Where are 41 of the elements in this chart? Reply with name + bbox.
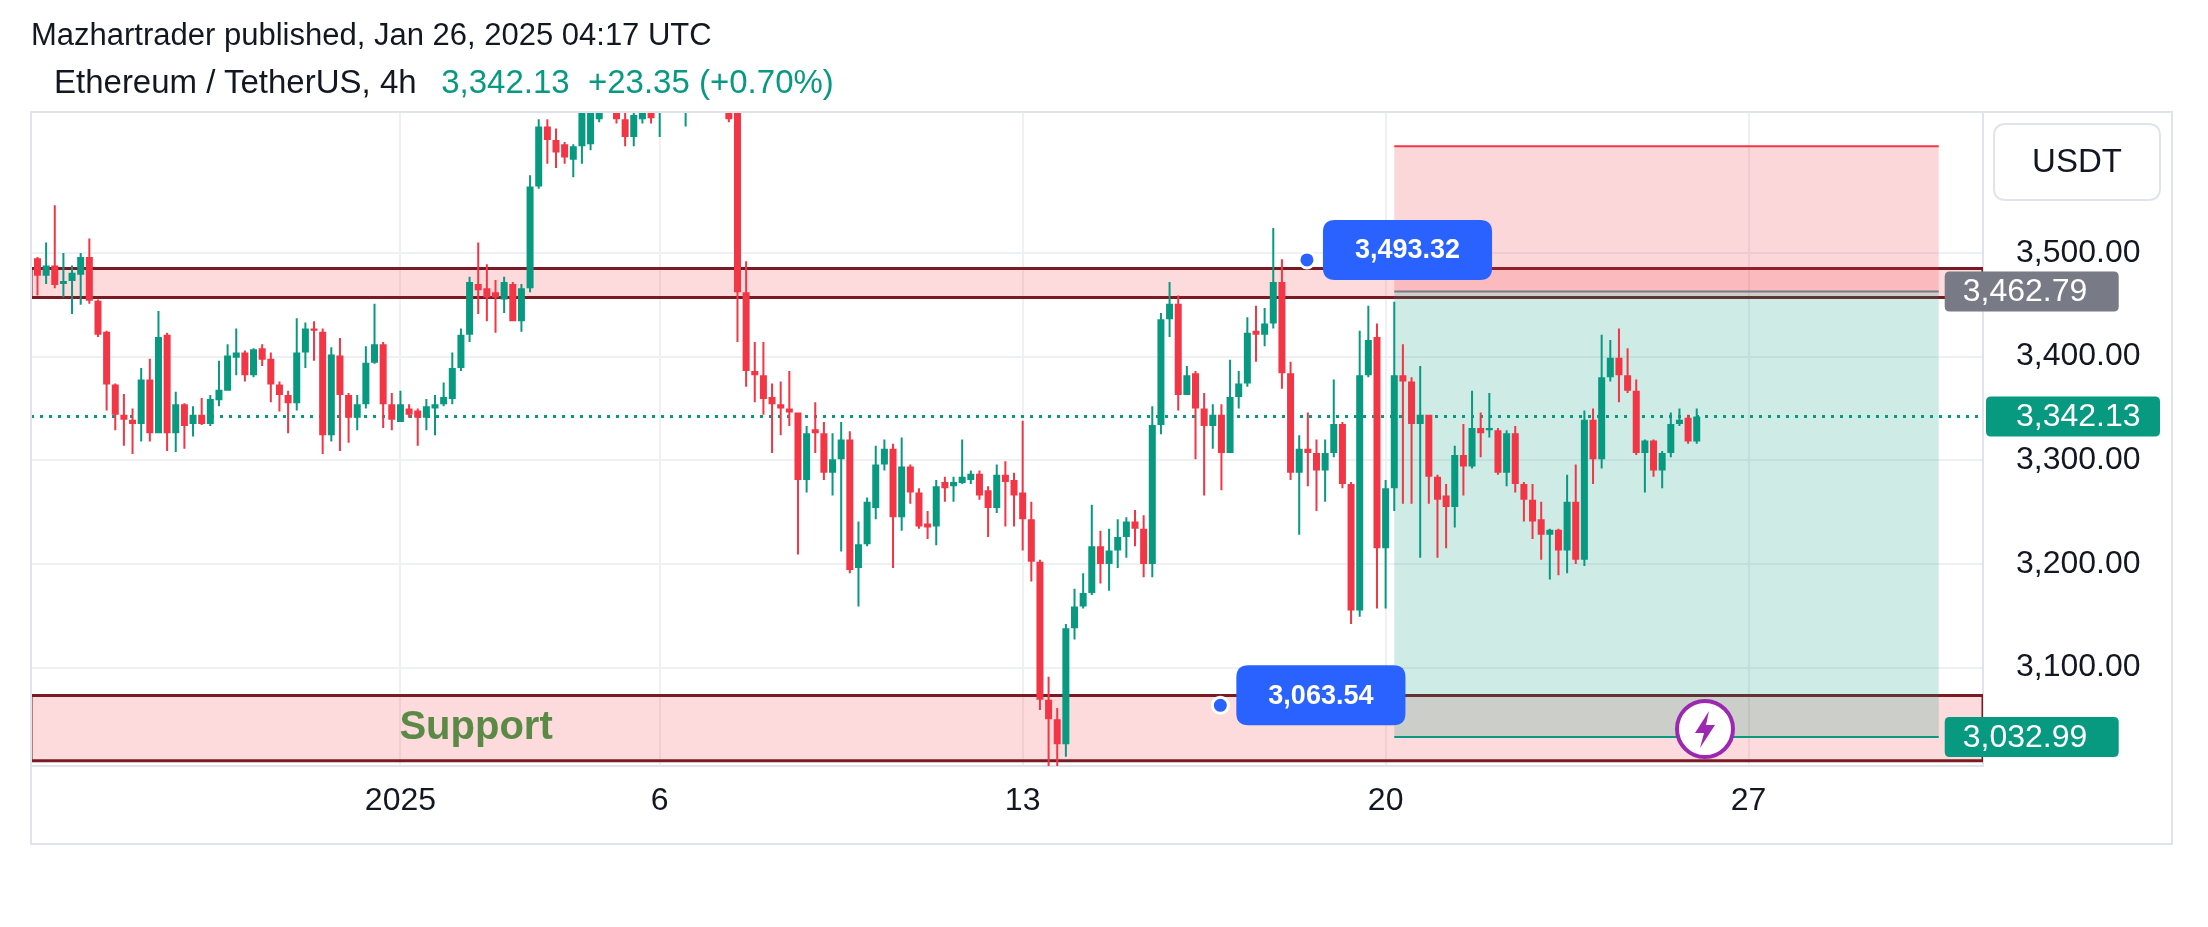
text: Mazhartrader published, Jan 26, 2025 04:17 UTC xyxy=(31,16,712,52)
candlestick xyxy=(811,402,819,453)
candlestick xyxy=(1546,528,1554,580)
candlestick xyxy=(1304,412,1312,487)
candlestick xyxy=(785,371,793,427)
x-tick-label: 20 xyxy=(1367,781,1404,818)
band-label: Support xyxy=(399,703,553,748)
x-tick-label: 2025 xyxy=(364,781,437,818)
y-axis-title: USDT xyxy=(2032,142,2122,180)
candlestick xyxy=(1442,484,1450,549)
candlestick xyxy=(1131,510,1139,547)
candlestick xyxy=(59,252,67,298)
candlestick xyxy=(1399,344,1407,504)
candlestick xyxy=(1252,305,1260,362)
data-label: 3,032.99 xyxy=(1962,717,2088,754)
candlestick xyxy=(768,383,776,453)
candlestick xyxy=(924,511,932,540)
candlestick xyxy=(129,408,137,455)
x-tick-label: 6 xyxy=(650,781,669,818)
x-tick-label: 13 xyxy=(1004,781,1041,818)
candlestick xyxy=(777,381,785,436)
chart-subtitle: 3,342.13 +23.35 (+0.70%) xyxy=(441,63,834,101)
candlestick xyxy=(1416,365,1424,558)
data-label: 3,462.79 xyxy=(1962,272,2088,309)
y-tick-label: 3,100.00 xyxy=(2016,647,2141,684)
candlestick xyxy=(1477,412,1485,458)
annotation: 3,493.32 xyxy=(1354,234,1461,265)
candlestick xyxy=(751,342,759,403)
chart-title: Ethereum / TetherUS, 4h xyxy=(54,63,417,101)
y-tick-label: 3,400.00 xyxy=(2016,336,2141,373)
candlestick xyxy=(120,393,128,446)
candlestick xyxy=(310,321,318,361)
ref-line-label: 3,342.13 xyxy=(2016,397,2141,434)
candlestick xyxy=(1001,461,1009,527)
y-tick-label: 3,300.00 xyxy=(2016,440,2141,477)
annotation: 3,063.54 xyxy=(1268,679,1374,710)
candlestick xyxy=(492,279,500,333)
candlestick xyxy=(232,328,240,376)
y-tick-label: 3,500.00 xyxy=(2016,232,2141,269)
y-tick-label: 3,200.00 xyxy=(2016,543,2141,580)
x-tick-label: 27 xyxy=(1730,781,1767,818)
